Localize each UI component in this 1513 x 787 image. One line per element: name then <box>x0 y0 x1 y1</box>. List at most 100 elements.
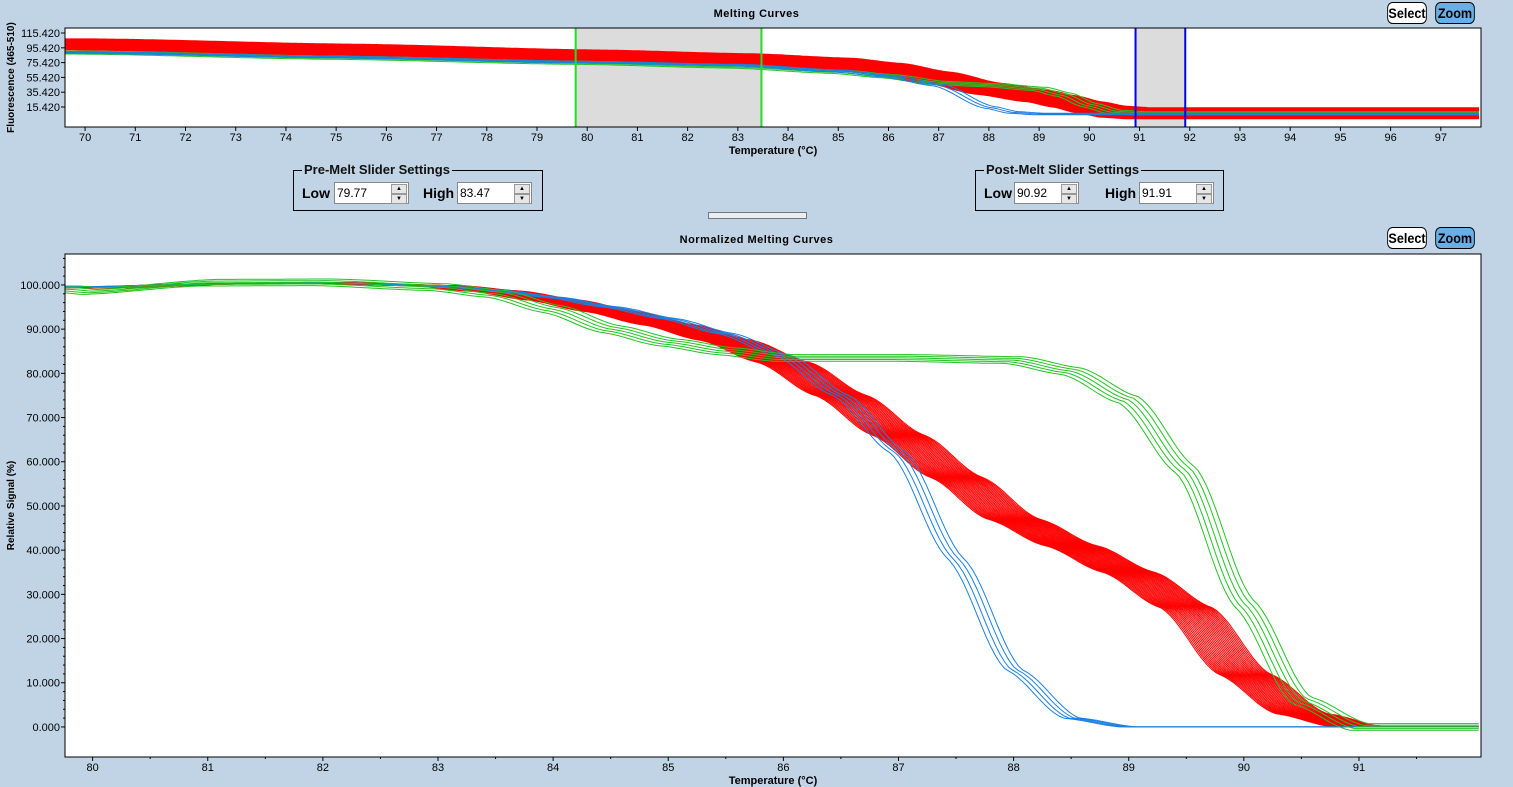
x-tick-label: 91 <box>1133 132 1145 144</box>
curve-2-3 <box>65 280 1479 726</box>
pre-melt-high-input[interactable] <box>458 183 510 203</box>
post-melt-slider-settings: Post-Melt Slider Settings Low ▲▼ High ▲▼ <box>975 162 1224 211</box>
x-tick-label: 83 <box>432 762 444 774</box>
x-tick-label: 92 <box>1184 132 1196 144</box>
curve-2-1 <box>65 52 1479 115</box>
bottom-select-button[interactable]: Select <box>1387 227 1427 249</box>
panel-splitter-handle[interactable] <box>708 212 807 219</box>
spin-down-icon[interactable]: ▼ <box>514 194 530 204</box>
x-tick-label: 89 <box>1123 762 1135 774</box>
y-tick-label: 75.420 <box>26 58 60 70</box>
x-tick-label: 82 <box>682 132 694 144</box>
x-tick-label: 80 <box>87 762 99 774</box>
curves-group <box>65 278 1479 731</box>
x-tick-label: 75 <box>330 132 342 144</box>
x-tick-label: 88 <box>1007 762 1019 774</box>
plot-area <box>65 254 1481 757</box>
pre-melt-slider-settings: Pre-Melt Slider Settings Low ▲▼ High ▲▼ <box>293 162 543 211</box>
bottom-zoom-button[interactable]: Zoom <box>1435 227 1475 249</box>
post-melt-low-input[interactable] <box>1015 183 1059 203</box>
curve-2-0 <box>65 285 1479 731</box>
x-tick-label: 91 <box>1353 762 1365 774</box>
x-tick-label: 86 <box>882 132 894 144</box>
spin-down-icon[interactable]: ▼ <box>1061 194 1077 204</box>
y-tick-label: 50.000 <box>26 501 60 513</box>
y-tick-label: 35.420 <box>26 87 60 99</box>
pre-melt-low-label: Low <box>302 185 330 201</box>
x-tick-label: 85 <box>662 762 674 774</box>
x-tick-label: 77 <box>430 132 442 144</box>
x-tick-label: 74 <box>280 132 292 144</box>
x-tick-label: 73 <box>230 132 242 144</box>
spin-up-icon[interactable]: ▲ <box>1196 184 1212 194</box>
x-tick-label: 93 <box>1234 132 1246 144</box>
x-tick-label: 90 <box>1083 132 1095 144</box>
y-tick-label: 20.000 <box>26 634 60 646</box>
y-axis-label: Relative Signal (%) <box>6 461 17 550</box>
curve-2-1 <box>65 283 1479 730</box>
x-tick-label: 70 <box>79 132 91 144</box>
post-melt-high-label: High <box>1105 185 1137 201</box>
x-tick-label: 87 <box>933 132 945 144</box>
curve-2-0 <box>65 52 1479 116</box>
x-tick-label: 90 <box>1238 762 1250 774</box>
x-tick-label: 84 <box>547 762 559 774</box>
x-tick-label: 95 <box>1334 132 1346 144</box>
post-melt-low-spinner[interactable]: ▲▼ <box>1014 182 1079 204</box>
curve-0-13 <box>65 38 1479 109</box>
x-tick-label: 83 <box>732 132 744 144</box>
x-tick-label: 78 <box>481 132 493 144</box>
x-tick-label: 81 <box>202 762 214 774</box>
y-tick-label: 15.420 <box>26 102 60 114</box>
pre-melt-low-spinner[interactable]: ▲▼ <box>334 182 409 204</box>
x-tick-label: 94 <box>1284 132 1296 144</box>
x-tick-label: 97 <box>1435 132 1447 144</box>
spin-up-icon[interactable]: ▲ <box>1061 184 1077 194</box>
y-tick-label: 0.000 <box>32 722 60 734</box>
spin-down-icon[interactable]: ▼ <box>1196 194 1212 204</box>
melting-curves-chart: 70 71 72 73 74 75 76 77 78 79 80 81 82 83 84 85 86 87 88 89… <box>6 22 1482 157</box>
x-tick-label: 82 <box>317 762 329 774</box>
y-tick-label: 30.000 <box>26 589 60 601</box>
normalized-curves-title: Normalized Melting Curves <box>679 234 834 246</box>
post-melt-high-spinner[interactable]: ▲▼ <box>1139 182 1214 204</box>
x-tick-label: 79 <box>531 132 543 144</box>
y-tick-label: 95.420 <box>26 43 60 55</box>
spin-up-icon[interactable]: ▲ <box>514 184 530 194</box>
x-tick-label: 87 <box>892 762 904 774</box>
y-tick-label: 100.000 <box>20 280 60 292</box>
post-melt-legend: Post-Melt Slider Settings <box>984 162 1142 177</box>
post-melt-high-input[interactable] <box>1140 183 1192 203</box>
x-tick-label: 76 <box>380 132 392 144</box>
spin-down-icon[interactable]: ▼ <box>391 194 407 204</box>
melting-curves-title: Melting Curves <box>713 8 800 20</box>
pre-melt-high-label: High <box>423 185 455 201</box>
y-tick-label: 60.000 <box>26 457 60 469</box>
x-tick-label: 80 <box>581 132 593 144</box>
y-axis-label: Fluorescence (465-510) <box>6 22 17 133</box>
x-tick-label: 96 <box>1384 132 1396 144</box>
pre-melt-low-input[interactable] <box>335 183 387 203</box>
x-tick-label: 88 <box>983 132 995 144</box>
pre-melt-high-spinner[interactable]: ▲▼ <box>457 182 532 204</box>
y-tick-label: 55.420 <box>26 72 60 84</box>
curve-1-3 <box>65 282 1479 728</box>
curve-2-4 <box>65 278 1479 725</box>
x-axis-label: Temperature (°C) <box>729 775 818 787</box>
y-tick-label: 70.000 <box>26 413 60 425</box>
pre-melt-region <box>575 28 762 127</box>
curve-2-2 <box>65 51 1479 114</box>
x-tick-label: 71 <box>129 132 141 144</box>
post-melt-low-label: Low <box>984 185 1012 201</box>
pre-melt-legend: Pre-Melt Slider Settings <box>302 162 452 177</box>
y-tick-label: 40.000 <box>26 545 60 557</box>
spin-up-icon[interactable]: ▲ <box>391 184 407 194</box>
x-axis-label: Temperature (°C) <box>729 145 818 157</box>
top-zoom-button[interactable]: Zoom <box>1435 2 1475 24</box>
y-tick-label: 90.000 <box>26 324 60 336</box>
curves-group <box>65 38 1479 120</box>
x-tick-label: 72 <box>179 132 191 144</box>
top-select-button[interactable]: Select <box>1387 2 1427 24</box>
y-tick-label: 10.000 <box>26 678 60 690</box>
